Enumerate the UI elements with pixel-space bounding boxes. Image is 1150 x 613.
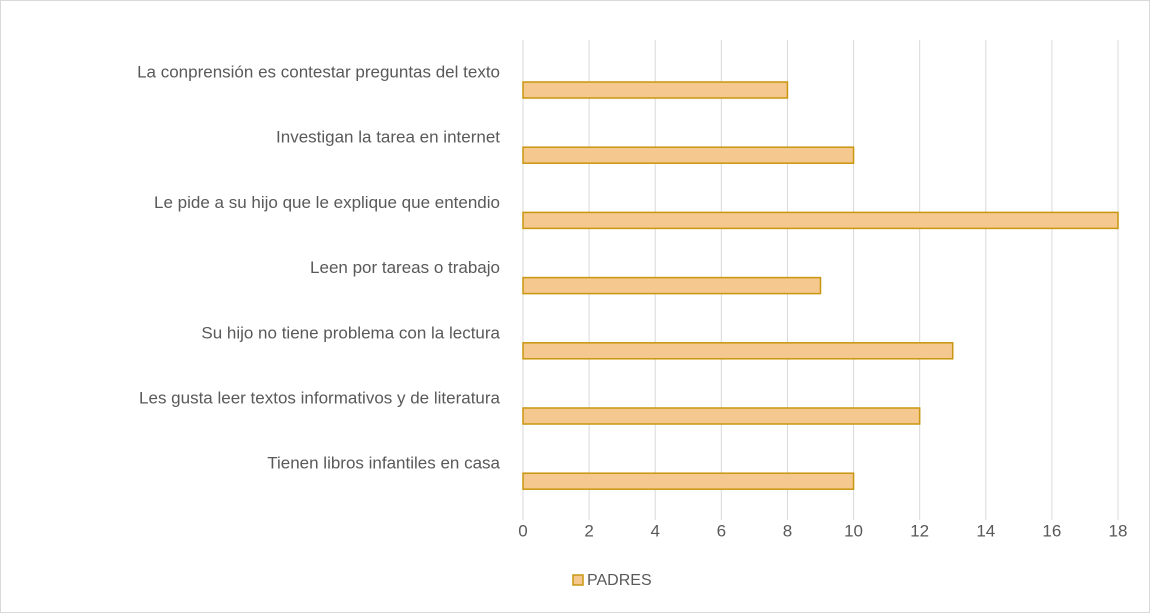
y-tick-label: Tienen libros infantiles en casa xyxy=(267,454,500,473)
bar xyxy=(522,472,855,490)
x-tick-label: 10 xyxy=(844,521,863,540)
y-tick-label: La conprensión es contestar preguntas de… xyxy=(137,62,500,81)
bar xyxy=(522,81,789,99)
legend-label: PADRES xyxy=(587,572,652,589)
y-tick-label: Leen por tareas o trabajo xyxy=(310,258,500,277)
y-tick-label: Le pide a su hijo que le explique que en… xyxy=(154,193,500,212)
x-tick-label: 8 xyxy=(783,521,792,540)
y-tick-label: Investigan la tarea en internet xyxy=(276,128,500,147)
x-tick-label: 16 xyxy=(1042,521,1061,540)
x-tick-label: 6 xyxy=(717,521,726,540)
x-tick-label: 14 xyxy=(976,521,995,540)
bar xyxy=(522,407,921,425)
x-tick-label: 18 xyxy=(1109,521,1128,540)
bar xyxy=(522,342,954,360)
bar xyxy=(522,211,1119,230)
bar xyxy=(522,276,822,295)
x-tick-label: 2 xyxy=(584,521,593,540)
x-tick-label: 12 xyxy=(910,521,929,540)
y-tick-label: Su hijo no tiene problema con la lectura xyxy=(201,323,500,342)
x-tick-label: 0 xyxy=(518,521,527,540)
bar xyxy=(522,146,855,164)
x-tick-label: 4 xyxy=(650,521,659,540)
y-tick-label: Les gusta leer textos informativos y de … xyxy=(139,388,500,407)
legend-swatch xyxy=(572,574,584,586)
